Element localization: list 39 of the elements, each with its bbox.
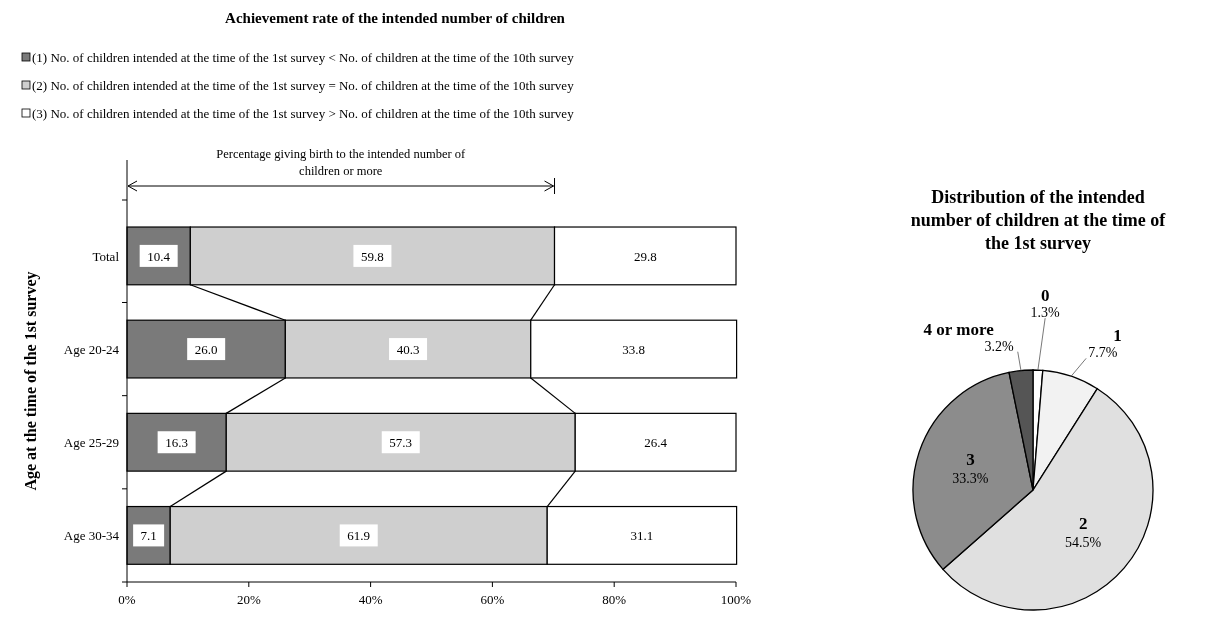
slice-label: 4 or more bbox=[923, 319, 995, 339]
data-label: 3.2% bbox=[984, 338, 1015, 354]
chart-title: Achievement rate of the intended number of children bbox=[225, 10, 566, 26]
y-axis-title: Age at the time of the 1st survey bbox=[22, 271, 40, 491]
data-label: 29.8 bbox=[633, 248, 657, 264]
slice-label: 3 bbox=[966, 450, 975, 470]
data-label: 54.5% bbox=[1065, 534, 1102, 550]
x-tick-label: 20% bbox=[236, 592, 261, 607]
data-label: 40.3 bbox=[396, 342, 420, 358]
x-tick-label: 80% bbox=[602, 592, 627, 607]
data-label: 26.0 bbox=[194, 342, 218, 358]
chart-title: Distribution of the intended number of children at the time of the 1st survey bbox=[910, 187, 1167, 253]
slice-label: 0 bbox=[1040, 286, 1050, 306]
y-tick-label: Total bbox=[92, 248, 120, 264]
y-tick-label: Age 30-34 bbox=[63, 528, 120, 544]
x-tick-label: 40% bbox=[358, 592, 383, 607]
data-label: 59.8 bbox=[361, 248, 384, 264]
y-tick-label: Age 25-29 bbox=[63, 435, 119, 451]
slice-label: 2 bbox=[1078, 513, 1088, 533]
data-label: 7.7% bbox=[1088, 345, 1118, 361]
x-tick-label: 100% bbox=[720, 592, 752, 607]
data-label: 26.4 bbox=[644, 435, 668, 451]
data-label: 31.1 bbox=[630, 528, 654, 544]
data-label: 33.8 bbox=[622, 342, 646, 358]
data-label: 33.3% bbox=[952, 471, 989, 487]
data-label: 10.4 bbox=[147, 248, 171, 264]
x-tick-label: 0% bbox=[118, 592, 136, 607]
y-tick-label: Age 20-24 bbox=[63, 342, 120, 358]
slice-label: 1 bbox=[1113, 326, 1122, 346]
legend-label: (1) No. of children intended at the time of the 1st survey < No. of children at the time of the 10th survey bbox=[32, 50, 575, 65]
data-label: 16.3 bbox=[165, 435, 189, 451]
x-tick-label: 60% bbox=[480, 592, 505, 607]
legend-label: (2) No. of children intended at the time of the 1st survey = No. of children at the time of the 10th survey bbox=[32, 78, 575, 93]
data-label: 61.9 bbox=[347, 528, 371, 544]
data-label: 1.3% bbox=[1030, 305, 1061, 321]
data-label: 57.3 bbox=[389, 435, 413, 451]
legend-label: (3) No. of children intended at the time of the 1st survey > No. of children at the time of the 10th survey bbox=[32, 106, 575, 121]
data-label: 7.1 bbox=[140, 528, 157, 544]
text: Percentage giving birth to the intended number of children or more bbox=[216, 147, 467, 178]
